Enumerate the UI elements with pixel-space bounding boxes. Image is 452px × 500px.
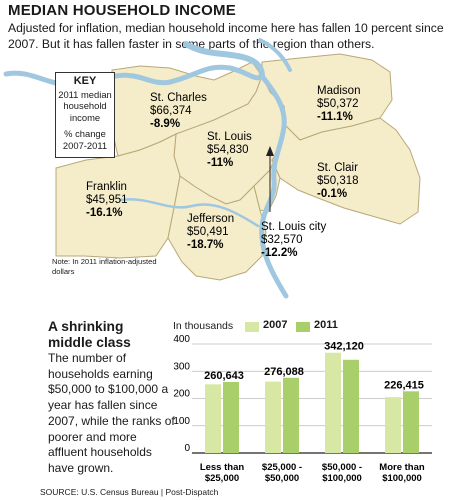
county-name: St. Louis city (261, 221, 326, 233)
bar-2011 (223, 381, 239, 453)
page-title: MEDIAN HOUSEHOLD INCOME (8, 2, 236, 19)
bar-2007 (265, 381, 281, 453)
rivers (3, 38, 292, 299)
county-name: Franklin (86, 181, 127, 193)
county-income: $32,570 (261, 234, 303, 246)
legend-label-2011: 2011 (314, 319, 338, 331)
bar-2007 (205, 384, 221, 453)
illinois-river (258, 38, 292, 72)
county-change: -12.2% (261, 247, 297, 259)
y-tick-label: 400 (173, 334, 190, 345)
map-key: KEY 2011 median household income % chang… (55, 72, 115, 158)
county-change: -18.7% (187, 239, 223, 251)
county-label-st-louis-city: St. Louis city $32,570 -12.2% (261, 217, 331, 259)
key-income-label: 2011 median household income (58, 88, 112, 123)
category-label: $50,000 (265, 473, 299, 484)
map-land (55, 53, 421, 281)
bar-2011 (283, 377, 299, 453)
county-income: $50,372 (317, 98, 359, 110)
meramec-river (118, 198, 260, 228)
county-label-st-charles: St. Charles $66,374 -8.9% (150, 88, 211, 130)
county-change: -0.1% (317, 188, 347, 200)
key-title: KEY (73, 75, 97, 87)
county-map: St. Charles $66,374 -8.9% Madison $50,37… (3, 38, 421, 299)
category-label: More than (379, 462, 425, 473)
category-label: $100,000 (382, 473, 422, 484)
legend-swatch-2007 (245, 322, 259, 332)
county-change: -11.1% (317, 111, 353, 123)
map-note: Note: In 2011 inflation-adjusted dollars (52, 257, 157, 276)
county-name: St. Clair (317, 162, 358, 174)
bar-2007 (325, 352, 341, 453)
county-income: $66,374 (150, 105, 192, 117)
data-label: 260,643 (204, 370, 244, 382)
county-income: $45,951 (86, 194, 128, 206)
county-name: Jefferson (187, 213, 234, 225)
data-label: 276,088 (264, 366, 304, 378)
county-change: -11% (207, 157, 233, 169)
bar-2011 (403, 391, 419, 453)
y-tick-label: 200 (173, 389, 190, 400)
county-change: -16.1% (86, 207, 122, 219)
y-tick-label: 300 (173, 361, 190, 372)
mississippi-river-south (259, 73, 289, 299)
category-label: $50,000 - (322, 462, 362, 473)
data-label: 226,415 (384, 379, 424, 391)
category-label: $25,000 - (262, 462, 302, 473)
pointer-arrowhead (266, 146, 274, 156)
section-title: A shrinking middle class (48, 319, 131, 350)
county-label-franklin: Franklin $45,951 -16.1% (86, 177, 132, 219)
data-label: 342,120 (324, 341, 364, 353)
y-tick-label: 0 (184, 443, 190, 454)
county-label-st-clair: St. Clair $50,318 -0.1% (317, 158, 363, 200)
county-income: $50,491 (187, 226, 229, 238)
county-change: -8.9% (150, 118, 180, 130)
legend-swatch-2011 (296, 322, 310, 332)
county-income: $54,830 (207, 144, 249, 156)
county-labels: St. Charles $66,374 -8.9% Madison $50,37… (86, 81, 365, 259)
source-line: SOURCE: U.S. Census Bureau | Post-Dispat… (40, 487, 219, 497)
mississippi-river-north (183, 41, 265, 79)
county-label-jefferson: Jefferson $50,491 -18.7% (187, 209, 239, 251)
county-label-madison: Madison $50,372 -11.1% (317, 81, 365, 123)
chart-unit-label: In thousands (173, 320, 234, 332)
category-label: $100,000 (322, 473, 362, 484)
county-label-st-louis: St. Louis $54,830 -11% (207, 127, 256, 169)
section-text: The number of households earning $50,000… (48, 351, 175, 475)
county-name: Madison (317, 85, 360, 97)
key-change-label: % change 2007-2011 (62, 128, 108, 151)
bar-2007 (385, 397, 401, 453)
category-label: Less than (200, 462, 245, 473)
county-name: St. Louis (207, 131, 252, 143)
county-income: $50,318 (317, 175, 359, 187)
category-label: $25,000 (205, 473, 239, 484)
y-tick-label: 100 (173, 416, 190, 427)
legend-label-2007: 2007 (263, 319, 288, 331)
bar-2011 (343, 359, 359, 453)
